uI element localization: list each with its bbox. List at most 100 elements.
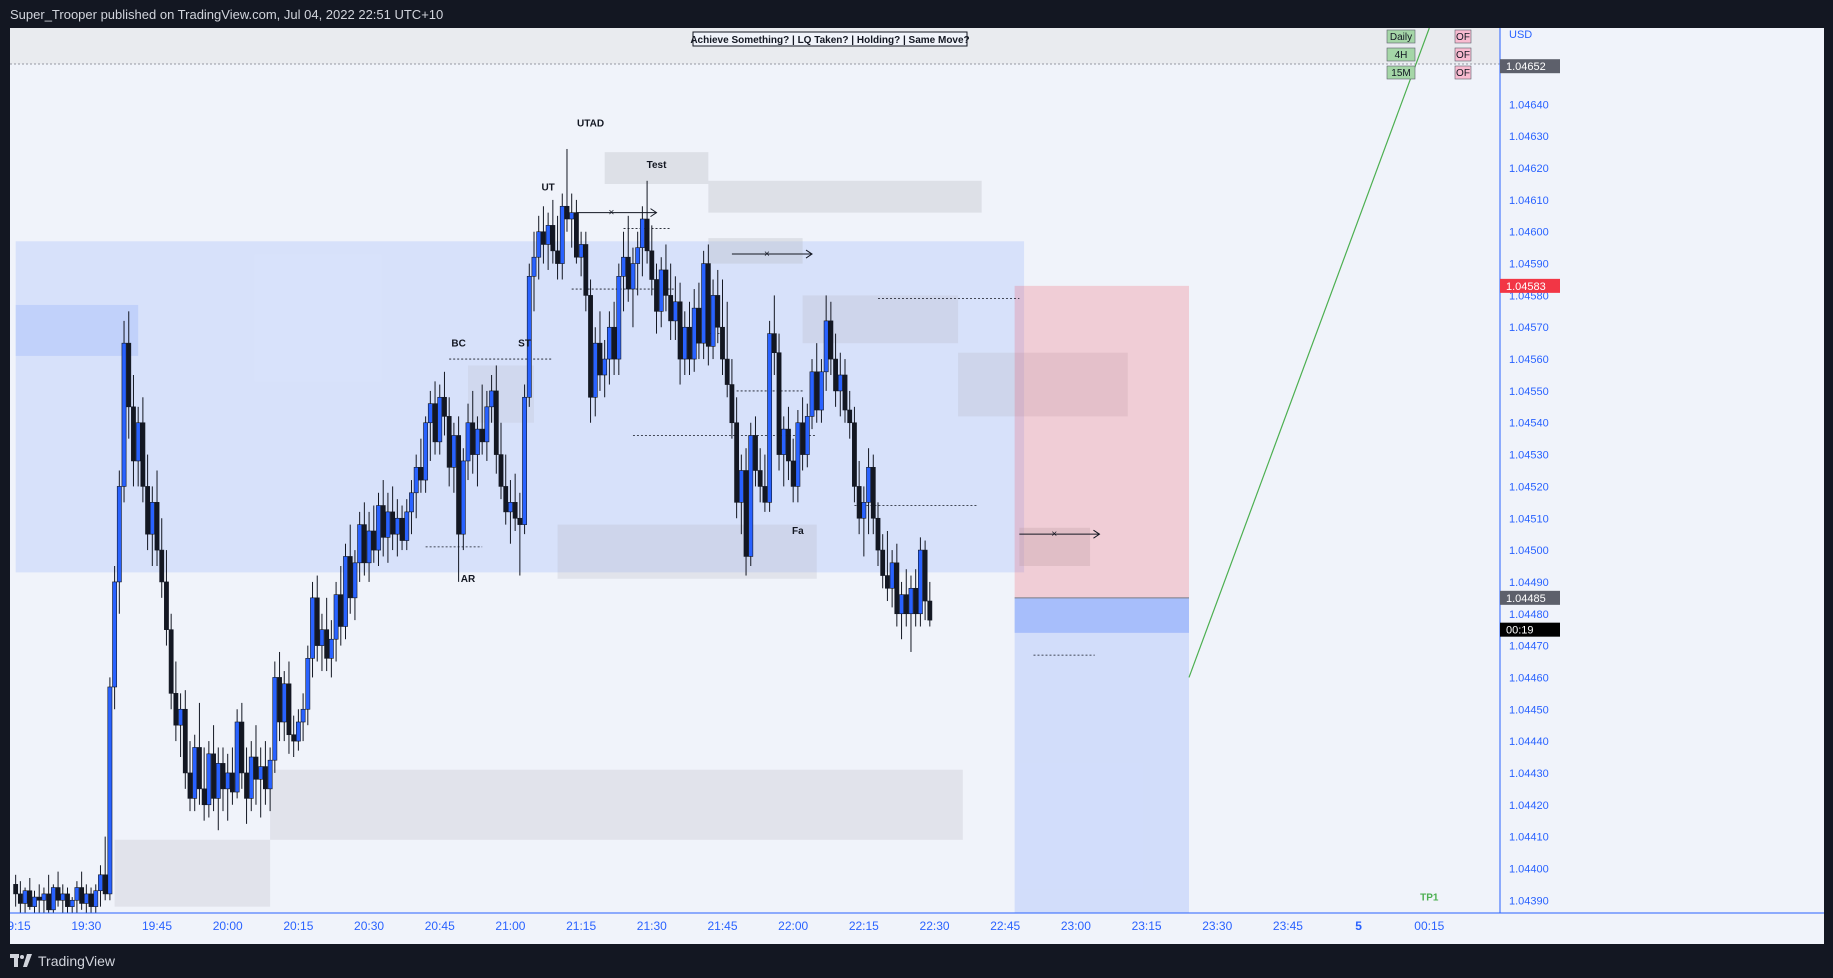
candle-body	[588, 295, 593, 398]
price-badge	[1500, 59, 1560, 74]
candle-body	[267, 759, 273, 790]
candle-body	[197, 747, 202, 790]
candle-body	[164, 581, 169, 630]
price-tick-label: 1.04640	[1509, 99, 1549, 111]
candle-body	[272, 677, 278, 761]
candle-body	[672, 301, 678, 322]
price-tick-label: 1.04440	[1509, 736, 1549, 748]
candle-body	[790, 460, 796, 487]
price-tick-label: 1.04420	[1509, 800, 1549, 812]
candle-body	[508, 502, 513, 513]
candle-body	[885, 575, 890, 589]
candle-body	[295, 721, 301, 742]
of-label: OF	[1456, 50, 1470, 61]
time-tick-label: 22:15	[849, 919, 879, 933]
candle-body	[658, 269, 664, 312]
candle-body	[720, 326, 725, 360]
candle-body	[437, 396, 443, 443]
candle-body	[319, 629, 325, 646]
footer-bar: TradingView	[0, 944, 1833, 978]
candle-body	[215, 763, 221, 799]
candle-body	[244, 772, 249, 799]
candle-body	[394, 517, 400, 535]
candle-body	[17, 893, 23, 904]
time-tick-label: 22:45	[990, 919, 1020, 933]
candle-body	[682, 326, 688, 360]
candle-body	[597, 342, 603, 376]
candle-body	[484, 406, 490, 443]
annotation-label: ST	[518, 338, 531, 349]
candle-body	[531, 256, 537, 277]
candle-body	[225, 772, 231, 790]
price-tick-label: 1.04470	[1509, 641, 1549, 653]
candle-body	[465, 422, 471, 462]
candle-body	[833, 358, 838, 392]
time-tick-label: 21:15	[566, 919, 596, 933]
candle-body	[451, 435, 457, 468]
annotation-label: BC	[451, 338, 465, 349]
price-badge	[1500, 278, 1560, 293]
time-tick-label: 20:30	[354, 919, 384, 933]
candle-body	[352, 562, 358, 599]
time-tick-label: 23:00	[1061, 919, 1091, 933]
price-tick-label: 1.04560	[1509, 354, 1549, 366]
candle-body	[917, 549, 923, 615]
candle-body	[60, 893, 66, 901]
candle-body	[390, 511, 396, 535]
price-tick-label: 1.04600	[1509, 227, 1549, 239]
candle-body	[300, 708, 306, 723]
candle-body	[512, 502, 518, 519]
candle-body	[338, 594, 344, 627]
candle-body	[574, 212, 579, 258]
of-cell	[1454, 47, 1472, 62]
candle-body	[668, 295, 674, 322]
price-tick-label: 1.04460	[1509, 672, 1549, 684]
candle-body	[347, 556, 353, 599]
candle-body	[649, 250, 655, 280]
price-chart[interactable]: × × × UTAD Test UT BC ST AR Fa TP1 Achieve Somethin…	[1, 27, 1824, 944]
price-tick-label: 1.04510	[1509, 513, 1549, 525]
chart-area[interactable]: × × × UTAD Test UT BC ST AR Fa TP1 Achieve Somethin…	[1, 27, 1824, 944]
candle-body	[927, 600, 933, 621]
candle-body	[809, 371, 815, 417]
price-tick-label: 1.04450	[1509, 704, 1549, 716]
price-tick-label: 1.04530	[1509, 450, 1549, 462]
annotation-label: UTAD	[577, 119, 604, 130]
candle-body	[814, 371, 820, 411]
annotation-label: TP1	[1420, 892, 1439, 903]
annotation-label: Test	[647, 160, 667, 171]
candle-body	[263, 766, 268, 790]
zone-13	[1014, 597, 1189, 913]
candle-body	[310, 597, 315, 659]
candle-body	[206, 753, 212, 806]
candle-body	[409, 492, 414, 513]
candle-body	[131, 406, 136, 462]
candle-body	[880, 549, 886, 576]
time-tick-label: 19:15	[10, 919, 31, 933]
candle-body	[281, 683, 287, 723]
candle-body	[442, 396, 447, 417]
price-tick-label: 1.04500	[1509, 545, 1549, 557]
candle-body	[121, 342, 127, 487]
price-badge-label: 1.04583	[1506, 281, 1546, 293]
time-tick-label: 20:15	[283, 919, 313, 933]
candle-body	[889, 562, 895, 589]
candle-body	[192, 747, 198, 799]
of-label: OF	[1456, 68, 1470, 79]
candle-body	[630, 263, 636, 290]
candle-body	[493, 390, 499, 455]
candle-body	[696, 307, 702, 344]
tradingview-logo[interactable]: TradingView	[10, 953, 115, 969]
candle-body	[112, 581, 118, 688]
time-tick-label: 20:45	[425, 919, 455, 933]
candle-body	[168, 629, 174, 694]
candle-body	[734, 422, 740, 503]
candle-body	[729, 384, 735, 424]
candle-body	[654, 279, 659, 312]
candle-body	[41, 893, 47, 901]
candle-body	[639, 218, 645, 248]
zone-1	[15, 304, 139, 356]
candle-body	[856, 486, 862, 519]
candle-body	[366, 530, 372, 564]
candle-body	[27, 890, 33, 907]
